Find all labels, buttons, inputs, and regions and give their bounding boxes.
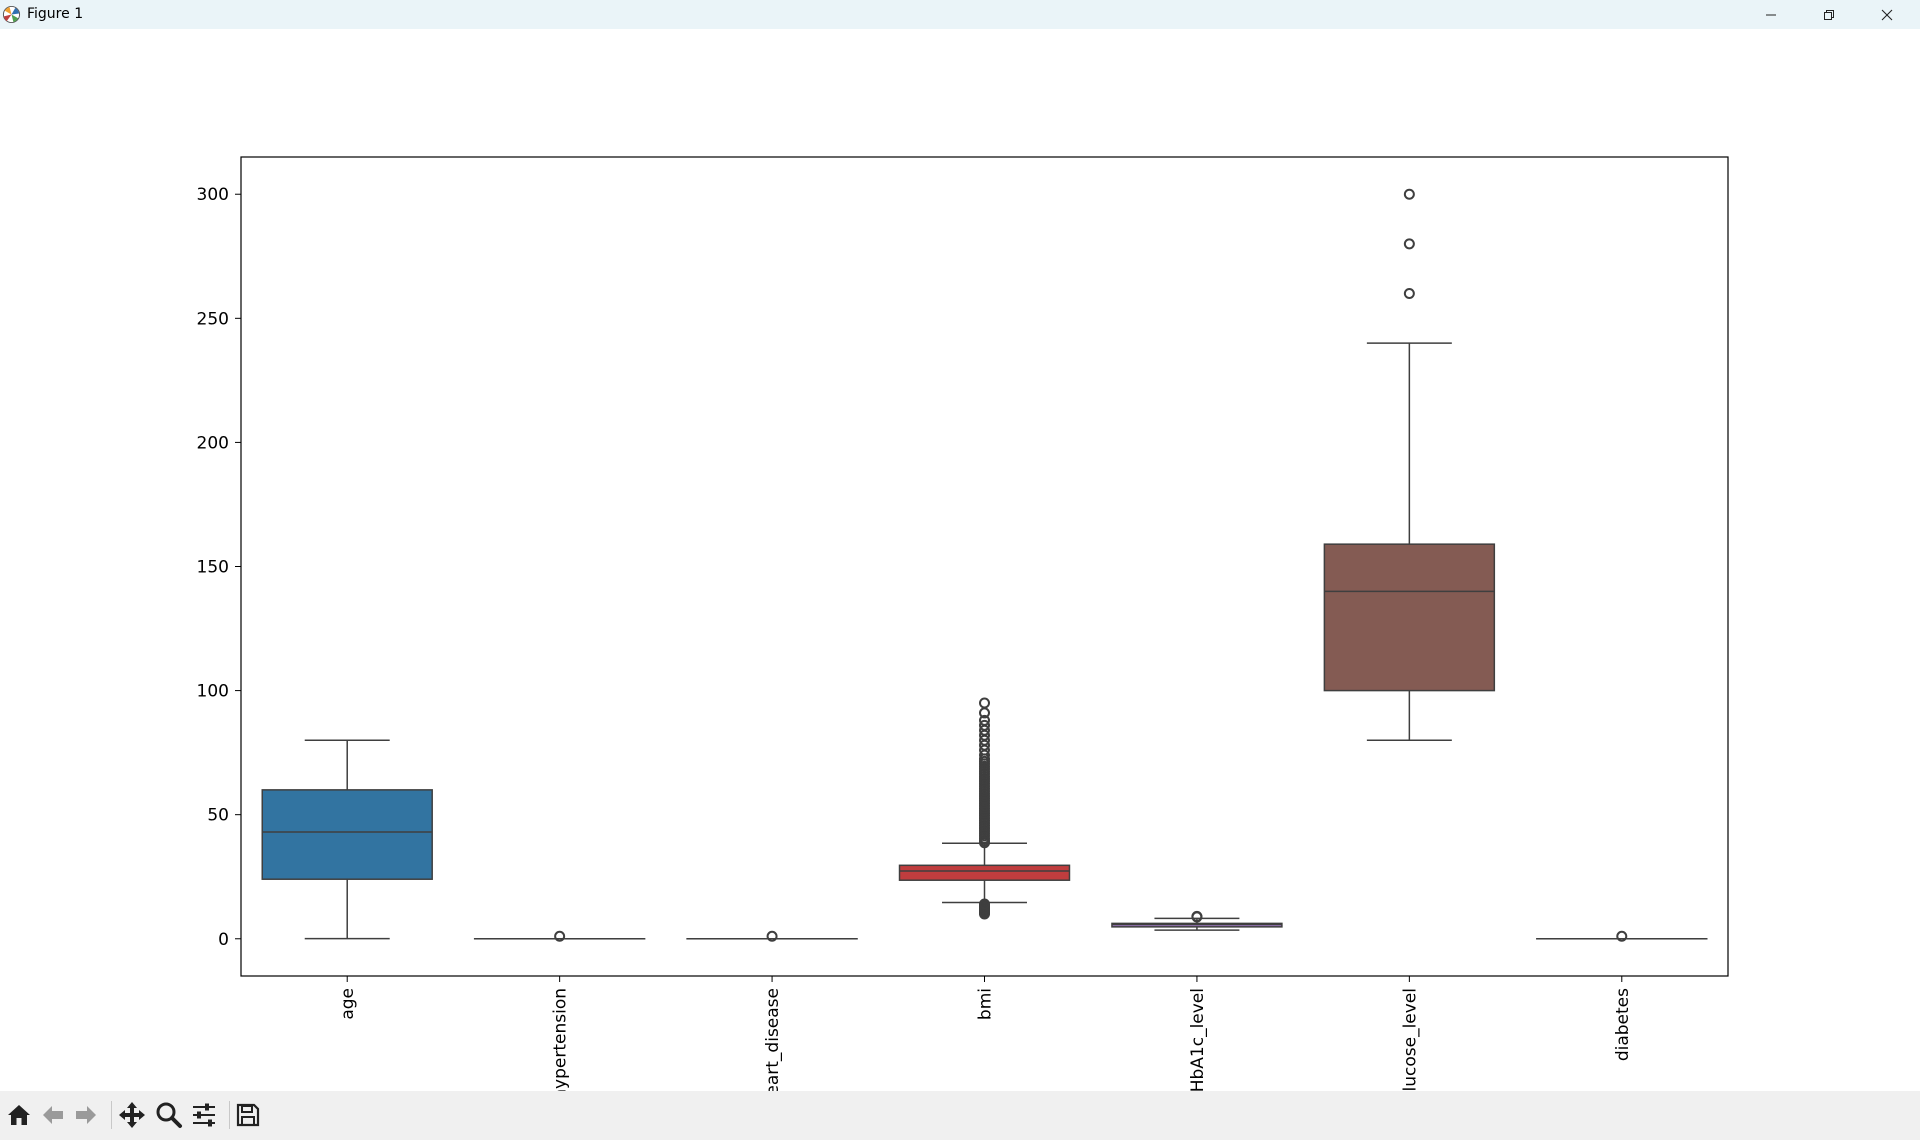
- outlier-point: [1191, 910, 1203, 922]
- pan-icon: [119, 1102, 145, 1128]
- pan-button[interactable]: [116, 1099, 148, 1131]
- box-body: [898, 864, 1071, 881]
- box-body: [1323, 543, 1496, 692]
- plot-frame: [240, 156, 1729, 977]
- figure-canvas[interactable]: age hypertension heart_disease bmi HbA1c_lev…: [0, 29, 1920, 1091]
- y-tick-label: 300: [197, 185, 229, 205]
- configure-subplots-icon: [193, 1103, 215, 1127]
- navigation-toolbar: [0, 1091, 1920, 1140]
- forward-arrow-icon: [76, 1106, 96, 1124]
- close-button[interactable]: [1858, 0, 1916, 29]
- x-tick-label: HbA1c_level: [1188, 988, 1208, 1091]
- save-button[interactable]: [232, 1099, 264, 1131]
- outlier-point: [1403, 188, 1415, 200]
- x-tick-label: blood_glucose_level: [1400, 988, 1420, 1091]
- x-tick-label: age: [338, 988, 358, 1020]
- back-button[interactable]: [37, 1099, 69, 1131]
- y-tick-label: 50: [207, 806, 229, 826]
- outlier-point: [979, 719, 990, 731]
- box-blood_glucose_level: [1323, 188, 1496, 741]
- box-plot-chart: age hypertension heart_disease bmi HbA1c_lev…: [197, 156, 1729, 1091]
- outlier-point: [1403, 288, 1415, 299]
- outlier-point: [979, 714, 990, 726]
- zoom-icon: [156, 1102, 182, 1128]
- toolbar-separator: [229, 1101, 230, 1129]
- box-body: [261, 789, 433, 880]
- zoom-button[interactable]: [153, 1099, 185, 1131]
- y-tick-label: 150: [197, 558, 229, 578]
- restore-button[interactable]: [1800, 0, 1858, 29]
- outlier-point: [1403, 238, 1415, 250]
- x-tick-label: diabetes: [1613, 988, 1633, 1061]
- minimize-icon: [1766, 14, 1776, 15]
- outlier-point: [979, 697, 990, 709]
- box-bmi: [898, 697, 1071, 920]
- axes-layer: age hypertension heart_disease bmi HbA1c_lev…: [197, 156, 1729, 1091]
- save-icon: [236, 1103, 260, 1127]
- y-tick-label: 250: [197, 309, 229, 329]
- outlier-point: [979, 898, 990, 910]
- forward-button[interactable]: [70, 1099, 102, 1131]
- window-title: Figure 1: [27, 6, 84, 22]
- matplotlib-app-icon: [2, 5, 21, 24]
- outlier-point: [766, 930, 778, 942]
- close-icon: [1881, 9, 1893, 20]
- home-icon: [8, 1105, 30, 1125]
- y-tick-label: 0: [218, 930, 229, 950]
- restore-icon: [1824, 9, 1834, 20]
- title-bar: Figure 1: [0, 0, 1920, 29]
- y-tick-label: 200: [197, 433, 229, 453]
- outlier-point: [1616, 930, 1628, 942]
- box-age: [261, 739, 433, 940]
- toolbar-separator: [111, 1101, 112, 1129]
- minimize-button[interactable]: [1742, 0, 1800, 29]
- x-tick-label: bmi: [976, 988, 996, 1020]
- x-tick-label: hypertension: [551, 988, 571, 1091]
- box-heart_disease: [686, 930, 858, 942]
- x-tick-label: heart_disease: [763, 988, 783, 1091]
- back-arrow-icon: [43, 1106, 63, 1124]
- y-tick-label: 100: [197, 682, 229, 702]
- box-diabetes: [1536, 930, 1708, 942]
- home-button[interactable]: [3, 1099, 35, 1131]
- boxes-layer: [261, 188, 1708, 942]
- outlier-point: [554, 930, 566, 942]
- configure-subplots-button[interactable]: [188, 1099, 220, 1131]
- box-hypertension: [473, 930, 646, 942]
- box-HbA1c_level: [1111, 910, 1283, 931]
